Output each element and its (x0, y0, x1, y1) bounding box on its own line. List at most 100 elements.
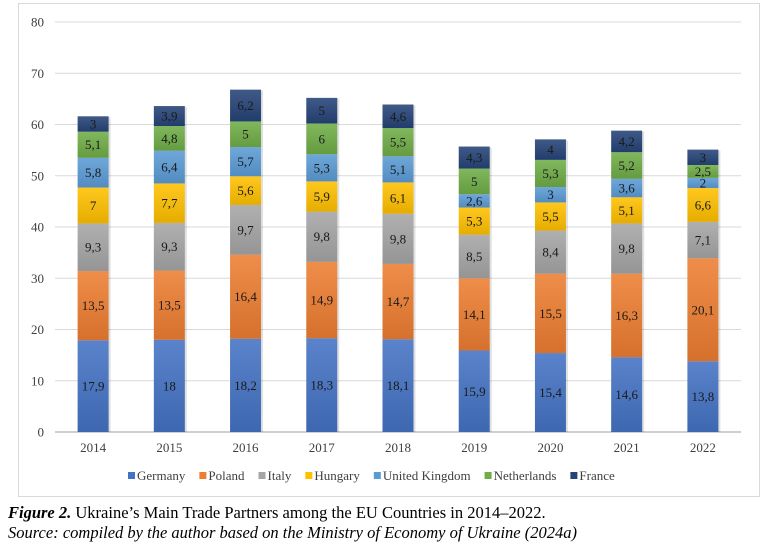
data-label: 2 (700, 175, 707, 190)
data-label: 6,1 (390, 191, 406, 206)
bar-segment-france-2017 (306, 97, 338, 124)
bar-segment-netherlands-2015 (153, 126, 185, 151)
bar-segment-hungary-2021 (611, 197, 643, 224)
x-tick-label: 2014 (80, 440, 107, 455)
data-label: 4,2 (619, 134, 635, 149)
data-label: 5,5 (542, 209, 558, 224)
data-label: 5,8 (85, 165, 101, 180)
figure-source: Source: compiled by the author based on … (8, 523, 577, 542)
data-label: 7,7 (161, 196, 178, 211)
data-label: 15,9 (463, 384, 486, 399)
bar-segment-netherlands-2019 (458, 168, 490, 195)
y-tick-label: 40 (31, 220, 44, 235)
x-tick-label: 2021 (614, 440, 640, 455)
y-tick-label: 50 (31, 168, 44, 183)
data-label: 7 (90, 198, 97, 213)
legend-swatch-united-kingdom (373, 472, 381, 479)
data-label: 16,3 (615, 308, 638, 323)
bar-segment-netherlands-2018 (382, 128, 414, 157)
data-label: 4 (547, 142, 554, 157)
legend-label: Poland (208, 468, 245, 483)
legend-label: United Kingdom (383, 468, 471, 483)
bar-segment-hungary-2017 (306, 181, 338, 212)
x-tick-label: 2017 (309, 440, 336, 455)
data-label: 5 (319, 103, 326, 118)
y-tick-label: 20 (31, 322, 44, 337)
data-label: 5,7 (237, 154, 254, 169)
bar-segment-poland-2021 (611, 273, 643, 358)
bar-segment-germany-2015 (153, 339, 185, 432)
legend-label: Germany (137, 468, 186, 483)
x-tick-label: 2019 (461, 440, 487, 455)
bar-segment-france-2015 (153, 106, 185, 127)
data-label: 14,6 (615, 387, 638, 402)
bar-segment-united-kingdom-2017 (306, 154, 338, 182)
bar-segment-netherlands-2016 (230, 121, 262, 148)
data-label: 9,3 (161, 239, 177, 254)
data-label: 14,9 (310, 293, 333, 308)
bar-segment-poland-2020 (534, 273, 566, 354)
bar-segment-france-2014 (77, 116, 109, 132)
data-label: 2,6 (466, 193, 483, 208)
data-label: 13,8 (692, 389, 715, 404)
legend-swatch-germany (128, 472, 135, 479)
bar-segment-poland-2018 (382, 263, 414, 340)
legend-swatch-italy (258, 472, 266, 479)
bar-segment-italy-2019 (458, 234, 490, 279)
x-tick-label: 2022 (690, 440, 716, 455)
data-label: 14,1 (463, 307, 486, 322)
data-label: 5,1 (85, 137, 101, 152)
data-label: 7,1 (695, 233, 711, 248)
bar-segment-france-2018 (382, 104, 414, 129)
bar-segment-germany-2018 (382, 339, 414, 432)
data-label: 4,8 (161, 131, 177, 146)
data-label: 9,3 (85, 240, 101, 255)
legend-swatch-poland (199, 472, 207, 479)
bar-segment-poland-2016 (230, 254, 262, 339)
bar-segment-italy-2015 (153, 222, 185, 271)
y-tick-label: 70 (31, 66, 44, 81)
bar-segment-france-2019 (458, 146, 490, 169)
figure-label: Figure 2. (8, 503, 72, 522)
bar-segment-united-kingdom-2022 (687, 177, 719, 189)
bar-segment-germany-2017 (306, 338, 338, 432)
data-label: 5,2 (619, 158, 635, 173)
data-label: 9,8 (619, 241, 635, 256)
x-tick-label: 2020 (537, 440, 563, 455)
legend-label: Netherlands (494, 468, 557, 483)
y-tick-label: 80 (31, 15, 44, 30)
bar-segment-united-kingdom-2015 (153, 150, 185, 184)
legend-label: Hungary (314, 468, 360, 483)
figure-title: Ukraine’s Main Trade Partners among the … (71, 503, 546, 522)
y-tick-label: 10 (31, 373, 44, 388)
data-label: 20,1 (692, 302, 715, 317)
y-tick-label: 30 (31, 271, 44, 286)
bar-segment-netherlands-2022 (687, 164, 719, 178)
bar-segment-italy-2021 (611, 223, 643, 274)
bar-segment-italy-2018 (382, 213, 414, 264)
data-label: 18 (163, 378, 176, 393)
bar-segment-united-kingdom-2020 (534, 187, 566, 203)
data-label: 5,5 (390, 135, 406, 150)
bar-segment-france-2022 (687, 149, 719, 165)
data-label: 6 (319, 131, 326, 146)
bar-segment-netherlands-2014 (77, 131, 109, 158)
bar-segment-hungary-2022 (687, 188, 719, 222)
bar-segment-netherlands-2017 (306, 123, 338, 155)
bar-segment-poland-2019 (458, 278, 490, 351)
data-label: 5,1 (619, 203, 635, 218)
x-tick-label: 2016 (233, 440, 260, 455)
bar-segment-germany-2020 (534, 353, 566, 432)
data-label: 6,6 (695, 197, 712, 212)
data-label: 15,5 (539, 306, 562, 321)
data-label: 5,6 (237, 183, 254, 198)
data-label: 4,3 (466, 150, 482, 165)
legend: Germany Poland Italy Hungary United Kingdom N… (128, 468, 615, 483)
bar-segment-netherlands-2021 (611, 152, 643, 179)
bar-segment-hungary-2018 (382, 182, 414, 214)
bar-segment-germany-2019 (458, 350, 490, 432)
data-label: 3 (90, 116, 97, 131)
data-label: 8,5 (466, 249, 482, 264)
data-label: 15,4 (539, 385, 562, 400)
bar-segment-france-2021 (611, 130, 643, 153)
